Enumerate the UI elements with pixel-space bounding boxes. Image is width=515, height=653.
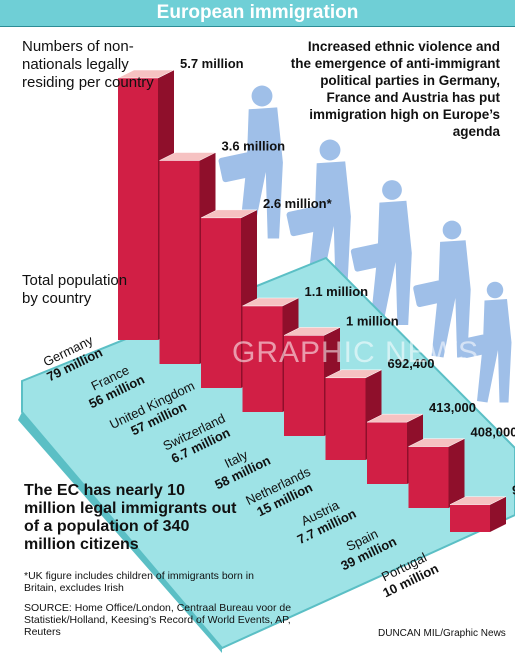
- bar-top-italy: [283, 327, 341, 336]
- bar-germany: [118, 78, 158, 340]
- platform-edge: [18, 412, 222, 653]
- walking-figure-1: [218, 85, 283, 239]
- bar-italy: [284, 335, 324, 436]
- credit: DUNCAN MIL/Graphic News: [378, 628, 506, 639]
- title-bar: [0, 0, 515, 27]
- bar-top-germany: [117, 69, 175, 79]
- walking-figure-2: [286, 139, 351, 293]
- bar-top-france: [159, 152, 216, 161]
- bar-netherlands: [325, 377, 366, 460]
- bar-side-spain: [448, 438, 465, 508]
- value-label-france: 3.6 million: [222, 139, 286, 154]
- bar-top-netherlands: [325, 369, 382, 379]
- bar-united-kingdom: [201, 217, 241, 388]
- value-label-italy: 1 million: [346, 313, 399, 328]
- bar-portugal: [450, 504, 490, 532]
- bar-top-portugal: [449, 496, 507, 505]
- value-label-netherlands: 692,400: [388, 356, 435, 371]
- bar-top-united-kingdom: [200, 209, 258, 219]
- walking-figure-3: [350, 180, 412, 325]
- walking-figure-4: [413, 220, 471, 358]
- bar-switzerland: [242, 305, 283, 412]
- uk-footnote: *UK figure includes children of immigran…: [24, 570, 254, 594]
- walking-figure-5: [460, 281, 512, 403]
- chart-title: European immigration: [156, 2, 359, 23]
- headline-text: Increased ethnic violence and the emerge…: [290, 39, 500, 139]
- bar-side-portugal: [490, 496, 506, 532]
- bar-top-switzerland: [242, 297, 299, 307]
- watermark: GRAPHIC NEWS: [232, 336, 480, 369]
- bar-top-austria: [366, 413, 424, 423]
- value-label-spain: 408,000: [471, 425, 515, 440]
- value-label-united-kingdom: 2.6 million*: [263, 196, 333, 211]
- source-note: SOURCE: Home Office/London, Centraal Bur…: [24, 602, 292, 638]
- ec-summary-note: The EC has nearly 10 million legal immig…: [24, 482, 237, 553]
- bar-france: [159, 160, 200, 364]
- legend-total-population: Total population by country: [22, 272, 128, 307]
- value-label-germany: 5.7 million: [180, 56, 244, 71]
- bar-austria: [367, 422, 407, 484]
- value-label-switzerland: 1.1 million: [305, 284, 369, 299]
- bar-spain: [408, 446, 449, 508]
- value-label-austria: 413,000: [429, 400, 476, 415]
- value-label-portugal: 94,000: [512, 483, 515, 498]
- legend-non-nationals: Numbers of non-nationals legally residin…: [22, 38, 154, 91]
- bar-top-spain: [408, 438, 465, 447]
